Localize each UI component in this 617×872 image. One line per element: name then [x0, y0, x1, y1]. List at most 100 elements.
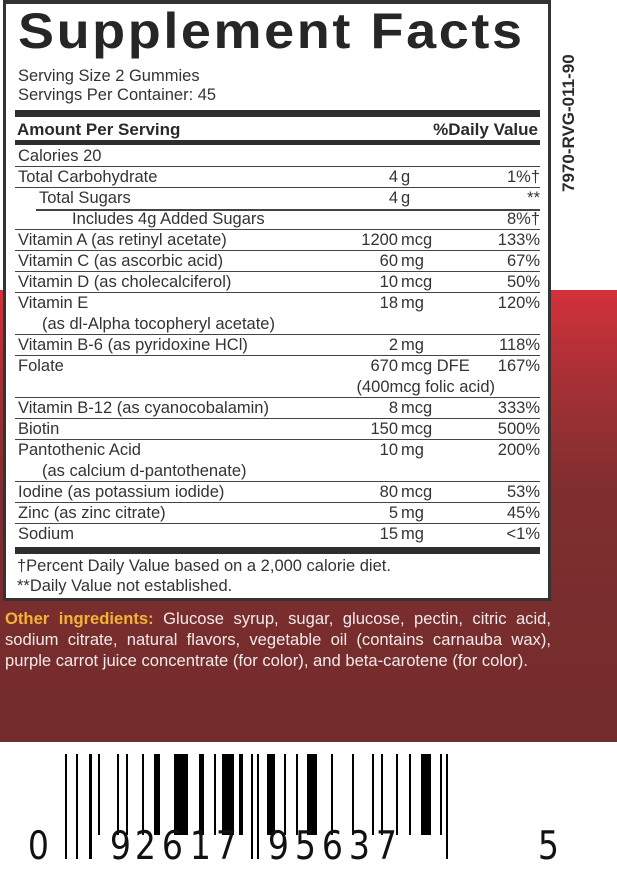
barcode-digit: 6	[321, 824, 343, 869]
daily-value: 333%	[497, 399, 540, 417]
daily-value: 45%	[506, 504, 540, 522]
nutrient-row: Total Sugars 4 g **	[15, 188, 540, 211]
barcode-bar	[251, 754, 253, 859]
nutrient-source: (as dl-Alpha tocopheryl acetate)	[42, 315, 275, 333]
barcode-bar	[126, 754, 128, 835]
amount-value: 4	[388, 168, 398, 186]
nutrient-name: Vitamin D (as cholecalciferol)	[18, 273, 232, 291]
daily-value: 50%	[506, 273, 540, 291]
nutrient-name: Total Sugars	[39, 189, 131, 207]
barcode-digit: 3	[348, 824, 370, 869]
amount-unit: mg	[401, 336, 424, 354]
amount-unit: mcg	[401, 420, 433, 438]
nutrient-source: (as calcium d-pantothenate)	[42, 462, 247, 480]
daily-value: 120%	[497, 294, 540, 312]
amount-unit: mg	[401, 441, 424, 459]
daily-value: 200%	[497, 441, 540, 459]
nutrient-row: Iodine (as potassium iodide) 80 mcg 53%	[15, 482, 540, 503]
amount-unit: mg	[401, 252, 424, 270]
other-ingredients: Other ingredients: Glucose syrup, sugar,…	[5, 608, 551, 671]
panel-title: Supplement Facts	[18, 3, 525, 59]
amount-unit: mg	[401, 525, 424, 543]
barcode-bar	[352, 754, 354, 835]
nutrient-table: Calories 20 Total Carbohydrate 4 g 1%† Total …	[15, 146, 540, 545]
nutrient-name: Vitamin B-12 (as cyanocobalamin)	[18, 399, 269, 417]
amount-value: 10	[379, 273, 398, 291]
barcode-bar	[117, 754, 119, 835]
nutrient-row: Vitamin E (as dl-Alpha tocopheryl acetate…	[15, 293, 540, 335]
nutrient-row: Includes 4g Added Sugars 8%†	[15, 209, 540, 230]
amount-value: 60	[379, 252, 398, 270]
amount-value: 5	[388, 504, 398, 522]
barcode-digit: 7	[215, 824, 237, 869]
amount-unit: mcg	[401, 231, 433, 249]
nutrient-row: Biotin 150 mcg 500%	[15, 419, 540, 440]
nutrient-row: Folate 670 mcg DFE (400mcg folic acid) 167%	[15, 356, 540, 398]
nutrient-row: Sodium 15 mg <1%	[15, 524, 540, 545]
barcode-bar	[409, 754, 411, 835]
nutrient-name: Sodium	[18, 525, 74, 543]
nutrient-name: Iodine (as potassium iodide)	[18, 483, 225, 501]
barcode-bar	[267, 754, 275, 835]
amount-unit: mg	[401, 294, 424, 312]
supplement-facts-panel: Supplement Facts Serving Size 2 Gummies …	[3, 0, 551, 601]
footnote-dv: †Percent Daily Value based on a 2,000 ca…	[17, 557, 391, 575]
nutrient-name: Includes 4g Added Sugars	[72, 210, 265, 228]
nutrient-name: Pantothenic Acid	[18, 441, 141, 459]
barcode-bar	[239, 754, 243, 835]
barcode-bar	[296, 754, 298, 835]
barcode-bar	[421, 754, 431, 835]
amount-value: 2	[388, 336, 398, 354]
amount-value: 15	[379, 525, 398, 543]
barcode-bar	[98, 754, 100, 835]
barcode-bar	[257, 754, 259, 859]
servings-per-container: Servings Per Container: 45	[18, 86, 217, 104]
nutrient-row: Vitamin A (as retinyl acetate) 1200 mcg 133…	[15, 230, 540, 251]
serving-size: Serving Size 2 Gummies	[18, 67, 200, 85]
ingredients-label: Other ingredients:	[5, 609, 154, 628]
barcode-bar	[222, 754, 234, 835]
barcode-bar	[381, 754, 383, 835]
barcode-bar	[154, 754, 160, 835]
amount-value: 18	[379, 294, 398, 312]
amount-unit: mg	[401, 504, 424, 522]
barcode-bar	[199, 754, 204, 835]
barcode-bar	[372, 754, 374, 835]
thick-divider	[15, 110, 540, 117]
daily-value: <1%	[506, 525, 540, 543]
barcode-digit: 9	[109, 824, 131, 869]
barcode-bar	[65, 754, 67, 859]
daily-value: 8%†	[506, 210, 540, 228]
amount-unit: mcg	[401, 399, 433, 417]
nutrient-row: Vitamin B-6 (as pyridoxine HCl) 2 mg 118%	[15, 335, 540, 356]
nutrient-name: Zinc (as zinc citrate)	[18, 504, 166, 522]
amount-value: 8	[388, 399, 398, 417]
daily-value: 53%	[506, 483, 540, 501]
barcode-bar	[142, 754, 144, 835]
amount-unit: g	[401, 189, 411, 207]
nutrient-name: Folate	[18, 357, 64, 375]
amount-header: Amount Per Serving	[17, 120, 181, 139]
barcode-digit: 6	[161, 824, 183, 869]
barcode-digit: 1	[189, 824, 211, 869]
barcode-bar	[396, 754, 398, 835]
nutrient-row: Vitamin C (as ascorbic acid) 60 mg 67%	[15, 251, 540, 272]
nutrient-name: Vitamin E	[18, 294, 89, 312]
amount-value: 10	[379, 441, 398, 459]
barcode-digit: 5	[537, 824, 559, 869]
amount-unit: mcg	[401, 483, 433, 501]
footnote-not-established: **Daily Value not established.	[17, 577, 233, 595]
amount-unit: mcg	[401, 273, 433, 291]
barcode-digit: 5	[294, 824, 316, 869]
daily-value: 133%	[497, 231, 540, 249]
nutrient-name: Calories 20	[18, 147, 102, 165]
barcode-digit: 7	[375, 824, 397, 869]
nutrient-row: Vitamin D (as cholecalciferol) 10 mcg 50%	[15, 272, 540, 293]
amount-detail: (400mcg folic acid)	[356, 378, 495, 396]
medium-divider	[15, 140, 540, 145]
nutrient-row: Calories 20	[15, 146, 540, 167]
daily-value: 1%†	[506, 168, 540, 186]
amount-unit: mcg DFE	[401, 357, 470, 375]
amount-value: 4	[388, 189, 398, 207]
